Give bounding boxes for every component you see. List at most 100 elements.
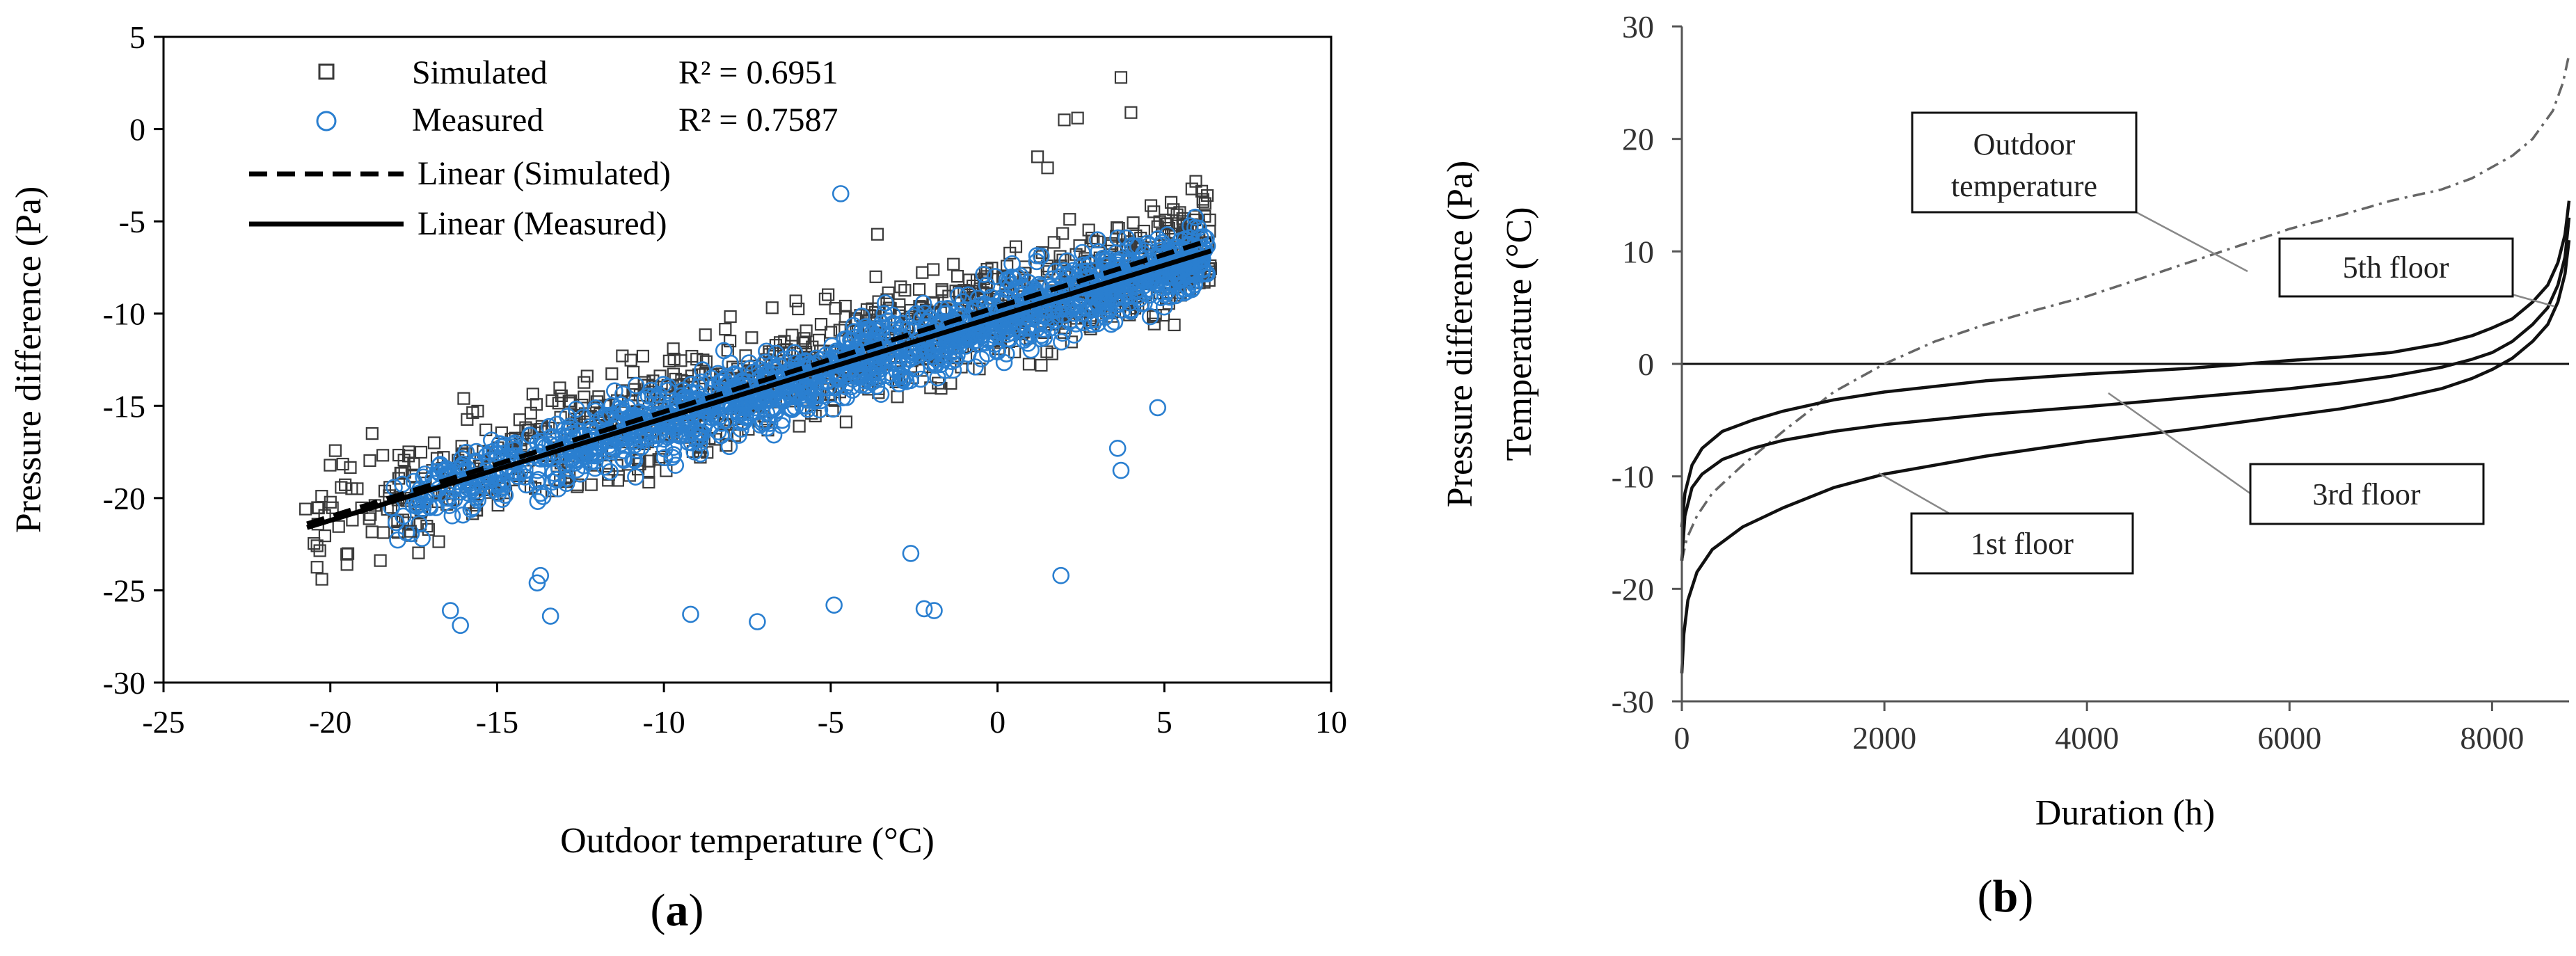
- measured-point: [979, 345, 996, 363]
- measured-point: [601, 463, 619, 481]
- measured-point: [529, 493, 547, 510]
- measured-point: [454, 506, 472, 524]
- measured-point: [946, 332, 964, 349]
- y-tick-label: -10: [103, 296, 145, 332]
- simulated-point: [340, 558, 353, 571]
- measured-point: [720, 438, 738, 456]
- measured-point: [884, 369, 902, 388]
- measured-point: [864, 367, 882, 385]
- measured-point: [813, 351, 831, 369]
- y-tick-label: -30: [1612, 684, 1654, 719]
- measured-point: [1033, 326, 1051, 344]
- simulated-point: [580, 369, 594, 383]
- simulated-point: [345, 482, 358, 495]
- annotation-text-line1: Outdoor: [1973, 127, 2076, 161]
- x-tick-label: -10: [642, 704, 685, 740]
- trendline-measured: [306, 248, 1212, 530]
- measured-point: [420, 497, 438, 516]
- measured-point: [1156, 286, 1174, 303]
- measured-point: [606, 382, 623, 400]
- trendlines: [306, 237, 1212, 530]
- measured-point: [1028, 253, 1046, 271]
- simulated-point: [792, 302, 805, 316]
- simulated-point: [404, 525, 417, 538]
- measured-point: [907, 360, 925, 378]
- simulated-point: [1031, 150, 1044, 164]
- y-axis-label-line2: Temperature (°C): [1500, 207, 1539, 461]
- measured-point: [437, 460, 455, 477]
- simulated-point: [1168, 318, 1181, 332]
- simulated-point: [332, 520, 345, 533]
- y-tick-label: 5: [129, 19, 145, 55]
- simulated-point: [526, 388, 539, 401]
- measured-point: [559, 408, 576, 425]
- annotation-outdoor-temperature: Outdoor temperature: [1911, 111, 2138, 214]
- measured-point: [1098, 252, 1116, 269]
- simulated-point: [1071, 111, 1084, 125]
- simulated-point: [414, 445, 428, 459]
- simulated-point: [697, 353, 710, 367]
- measured-point: [1159, 278, 1176, 296]
- simulated-point: [324, 459, 337, 472]
- measured-point: [452, 616, 469, 635]
- simulated-point: [585, 478, 598, 491]
- measured-point: [798, 391, 816, 409]
- measured-point: [1184, 279, 1201, 297]
- measured-point: [950, 287, 967, 305]
- simulated-point: [839, 415, 853, 429]
- simulated-point: [951, 270, 964, 283]
- measured-point: [1058, 252, 1076, 270]
- measured-point: [873, 319, 891, 336]
- y-tick-label: 0: [1638, 346, 1654, 382]
- simulated-point: [1124, 106, 1138, 119]
- simulated-point: [318, 529, 332, 543]
- simulated-point: [392, 472, 406, 485]
- measured-point: [758, 342, 775, 360]
- legend-measured-r2: R² = 0.7587: [678, 102, 838, 138]
- x-tick-label: -25: [142, 704, 184, 740]
- measured-point: [424, 470, 442, 488]
- measured-point: [416, 465, 434, 483]
- simulated-point: [1058, 113, 1071, 127]
- simulated-point: [912, 282, 926, 296]
- measured-point: [1028, 247, 1046, 264]
- x-tick-label: -15: [476, 704, 518, 740]
- y-tick-label: -30: [103, 665, 145, 701]
- measured-point: [995, 353, 1013, 372]
- annotation-text: 1st floor: [1971, 527, 2074, 561]
- x-tick-label: -5: [818, 704, 844, 740]
- series-1st-floor: [1680, 239, 2571, 674]
- simulated-point: [335, 481, 348, 494]
- simulated-point: [402, 445, 415, 459]
- measured-point: [1089, 314, 1106, 333]
- simulated-point: [667, 352, 681, 366]
- panel-a-scatter-chart: -25 -20 -15 -10 -5 0 5 10 50-5-10-15-20-25-30 S…: [9, 19, 1347, 936]
- measured-point: [872, 385, 890, 404]
- measured-point: [459, 484, 477, 502]
- measured-point: [923, 340, 941, 357]
- x-axis-label: Outdoor temperature (°C): [560, 821, 935, 861]
- measured-point: [912, 370, 930, 388]
- measured-point: [1108, 439, 1127, 457]
- simulated-point: [616, 349, 629, 363]
- simulated-point: [339, 478, 352, 491]
- measured-point: [800, 382, 817, 400]
- measured-point: [614, 385, 632, 403]
- measured-point: [754, 414, 771, 432]
- simulated-point: [578, 390, 591, 404]
- measured-point: [482, 443, 499, 461]
- measured-point: [477, 447, 495, 465]
- measured-point: [532, 484, 550, 502]
- x-axis-ticks: 0 2000 4000 6000 8000: [1674, 701, 2524, 756]
- simulated-point: [818, 292, 832, 305]
- x-axis-ticks: -25 -20 -15 -10 -5 0 5 10: [142, 683, 1347, 740]
- y-tick-label: -5: [119, 204, 145, 239]
- measured-point: [1120, 283, 1138, 301]
- measured-point: [648, 390, 665, 408]
- y-tick-label: -10: [1612, 459, 1654, 495]
- simulated-point: [916, 266, 929, 279]
- series-5th-floor: [1680, 200, 2571, 527]
- simulated-point: [1114, 71, 1128, 84]
- measured-point: [722, 354, 739, 372]
- measured-point: [557, 475, 575, 493]
